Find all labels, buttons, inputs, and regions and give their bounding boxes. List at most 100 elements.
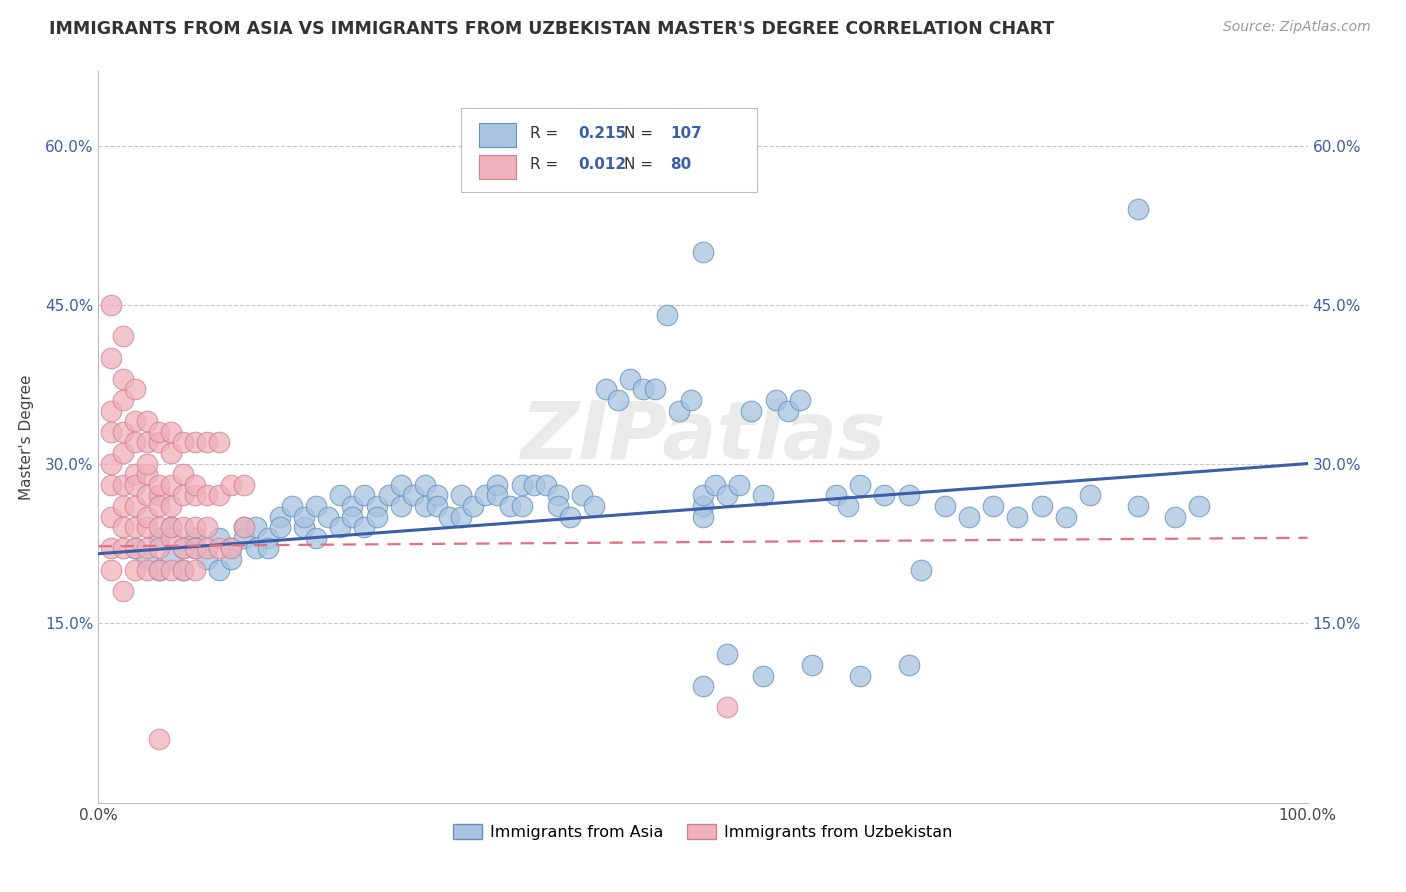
Point (1054, 509, 1077, 524)
Point (1163, 509, 1185, 524)
Point (342, 509, 364, 524)
Point (934, 499, 956, 513)
Point (692, 170, 714, 185)
Point (172, 563, 194, 577)
Point (486, 488, 509, 502)
Point (208, 531, 231, 545)
Point (184, 477, 207, 491)
Y-axis label: Master's Degree: Master's Degree (18, 375, 34, 500)
Point (148, 732, 170, 747)
Point (1128, 499, 1150, 513)
Point (184, 520, 207, 534)
Point (716, 700, 738, 714)
Point (897, 488, 920, 502)
Point (124, 467, 146, 482)
Point (413, 499, 436, 513)
Point (100, 425, 122, 439)
Point (1188, 499, 1211, 513)
Point (135, 552, 157, 566)
Text: 107: 107 (671, 126, 702, 141)
Point (111, 392, 134, 407)
Point (232, 531, 254, 545)
Point (316, 509, 339, 524)
Point (655, 308, 678, 322)
Point (607, 392, 630, 407)
Point (281, 499, 304, 513)
Point (100, 403, 122, 417)
Point (547, 488, 569, 502)
Point (740, 403, 762, 417)
Bar (479, 122, 516, 146)
Point (486, 477, 509, 491)
Point (148, 425, 170, 439)
Point (160, 563, 183, 577)
Point (245, 541, 267, 556)
Point (135, 509, 157, 524)
Point (510, 499, 533, 513)
Point (716, 648, 738, 662)
Point (135, 563, 157, 577)
Point (583, 499, 606, 513)
Point (208, 488, 231, 502)
Point (208, 563, 231, 577)
Point (184, 541, 207, 556)
Point (124, 414, 146, 428)
Point (1007, 509, 1029, 524)
Point (148, 563, 170, 577)
Point (389, 499, 412, 513)
Point (776, 403, 799, 417)
Point (789, 392, 811, 407)
Point (849, 477, 872, 491)
Point (135, 488, 157, 502)
Point (910, 563, 932, 577)
Point (692, 488, 714, 502)
Point (269, 509, 291, 524)
Point (256, 531, 278, 545)
Point (135, 541, 157, 556)
Point (111, 477, 134, 491)
Point (837, 499, 859, 513)
Point (160, 531, 183, 545)
Point (148, 477, 170, 491)
Point (413, 477, 436, 491)
Point (111, 446, 134, 460)
Point (644, 383, 666, 397)
Point (329, 488, 352, 502)
Point (172, 467, 194, 482)
Text: N =: N = (624, 158, 654, 172)
Point (148, 488, 170, 502)
Point (124, 563, 146, 577)
Point (148, 541, 170, 556)
Point (353, 488, 375, 502)
Point (124, 477, 146, 491)
Point (221, 541, 243, 556)
Point (232, 520, 254, 534)
Point (558, 509, 581, 524)
Point (111, 583, 134, 598)
Point (172, 435, 194, 450)
Point (595, 383, 617, 397)
Point (195, 552, 218, 566)
Point (221, 552, 243, 566)
Point (100, 351, 122, 365)
Point (692, 244, 714, 259)
Point (135, 414, 157, 428)
Point (389, 477, 412, 491)
Point (135, 520, 157, 534)
Point (679, 392, 702, 407)
Point (111, 329, 134, 343)
Point (124, 499, 146, 513)
Point (692, 499, 714, 513)
Point (704, 477, 727, 491)
Point (292, 509, 315, 524)
Point (474, 488, 496, 502)
Point (716, 488, 738, 502)
Point (426, 499, 449, 513)
Point (100, 541, 122, 556)
Point (111, 425, 134, 439)
Point (100, 563, 122, 577)
Point (160, 520, 183, 534)
Point (668, 403, 690, 417)
Point (450, 488, 472, 502)
Point (1078, 488, 1101, 502)
